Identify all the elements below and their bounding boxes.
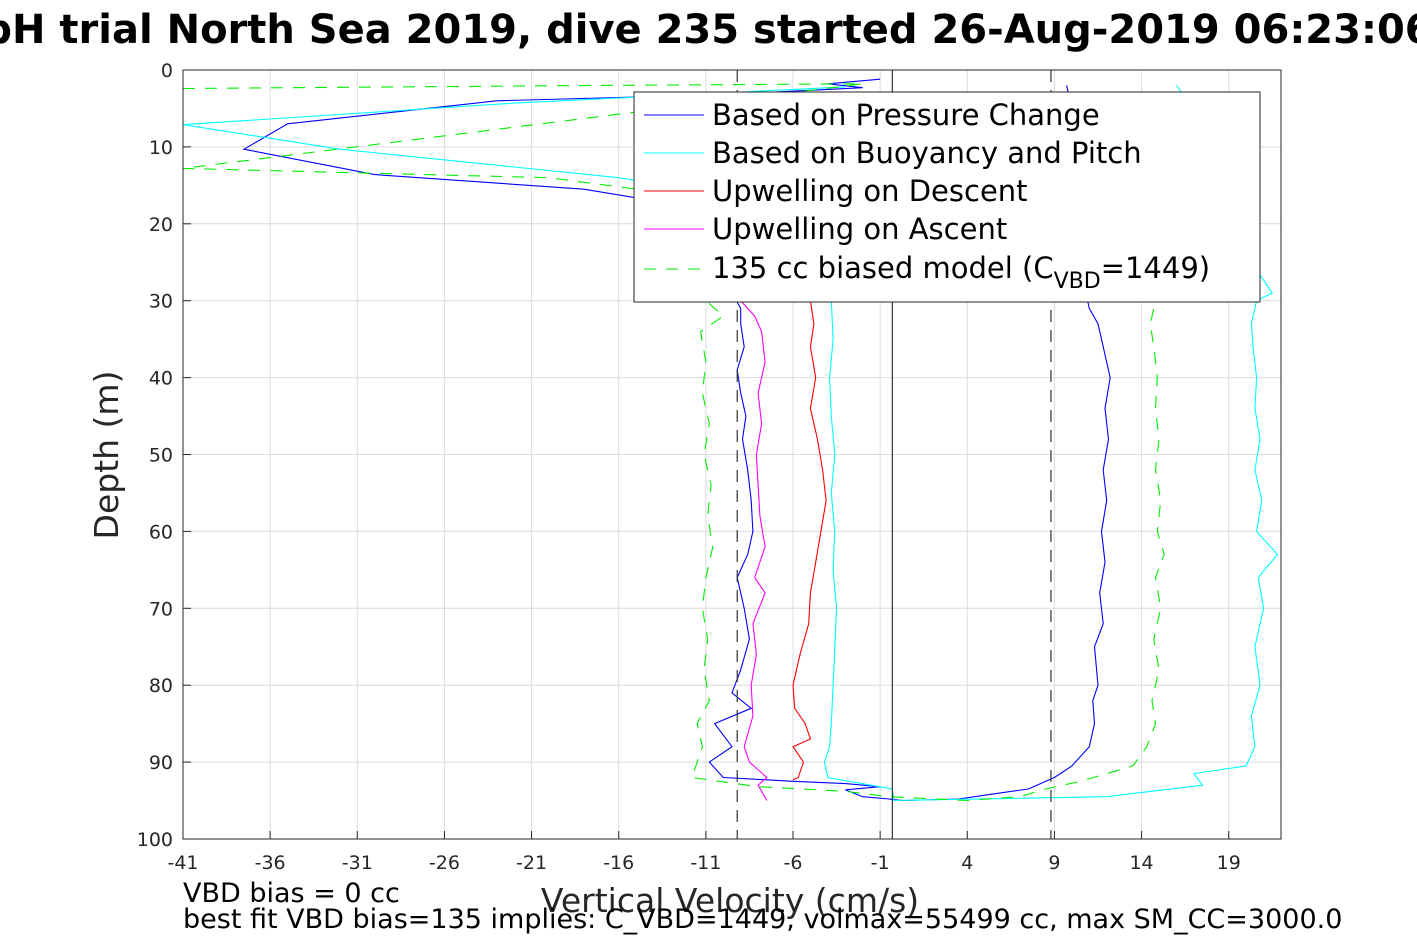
y-axis-label: Depth (m): [87, 371, 126, 540]
legend-label-model-main: 135 cc biased model (C: [712, 251, 1054, 285]
x-tick-label: -6: [784, 852, 803, 874]
x-tick-label: -31: [342, 852, 373, 874]
y-tick-label: 50: [149, 445, 173, 467]
y-tick-label: 20: [149, 214, 173, 236]
legend-label-buoyancy: Based on Buoyancy and Pitch: [712, 136, 1142, 170]
chart-title: pH trial North Sea 2019, dive 235 starte…: [0, 7, 1417, 53]
x-tick-label: 19: [1217, 852, 1241, 874]
series-line-4: [740, 300, 768, 801]
y-tick-label: 10: [149, 137, 173, 159]
footer-line-1: VBD bias = 0 cc: [183, 878, 400, 909]
legend-box: [633, 91, 1261, 303]
y-tick-label: 0: [161, 60, 173, 82]
series-line-3: [792, 300, 827, 781]
y-tick-label: 30: [149, 291, 173, 313]
x-tick-label: -16: [603, 852, 634, 874]
x-tick-label: 14: [1129, 852, 1153, 874]
y-tick-label: 60: [149, 521, 173, 543]
x-tick-label: -36: [255, 852, 286, 874]
x-axis-label: Vertical Velocity (cm/s): [541, 881, 919, 920]
x-tick-label: -11: [690, 852, 721, 874]
y-axis-ticks: 0 10 20 30 40 50 60 70 80 90 100: [137, 60, 191, 851]
legend-label-model-subscript: VBD: [1054, 269, 1101, 294]
x-tick-label: 4: [961, 852, 973, 874]
legend-label-model: 135 cc biased model (CVBD=1449): [712, 251, 1210, 294]
y-tick-label: 70: [149, 598, 173, 620]
footer-line-2: best fit VBD bias=135 implies: C_VBD=144…: [183, 904, 1342, 935]
legend: Based on Pressure Change Based on Buoyan…: [633, 91, 1261, 303]
x-tick-label: 9: [1048, 852, 1060, 874]
legend-label-descent: Upwelling on Descent: [712, 174, 1028, 208]
x-tick-label: -41: [167, 852, 198, 874]
x-tick-label: -26: [429, 852, 460, 874]
y-tick-label: 80: [149, 675, 173, 697]
legend-label-pressure: Based on Pressure Change: [712, 98, 1100, 132]
x-tick-label: -21: [516, 852, 547, 874]
series-line-5: [182, 83, 1165, 802]
x-axis-ticks: -41 -36 -31 -26 -21 -16 -11 -6 -1 4 9 14 19: [167, 831, 1241, 874]
y-tick-label: 100: [137, 829, 173, 851]
series-line-2: [182, 85, 1279, 802]
y-tick-label: 40: [149, 368, 173, 390]
legend-label-model-tail: =1449): [1101, 251, 1210, 285]
legend-label-ascent: Upwelling on Ascent: [712, 212, 1007, 246]
x-tick-label: -1: [871, 852, 890, 874]
y-tick-label: 90: [149, 752, 173, 774]
